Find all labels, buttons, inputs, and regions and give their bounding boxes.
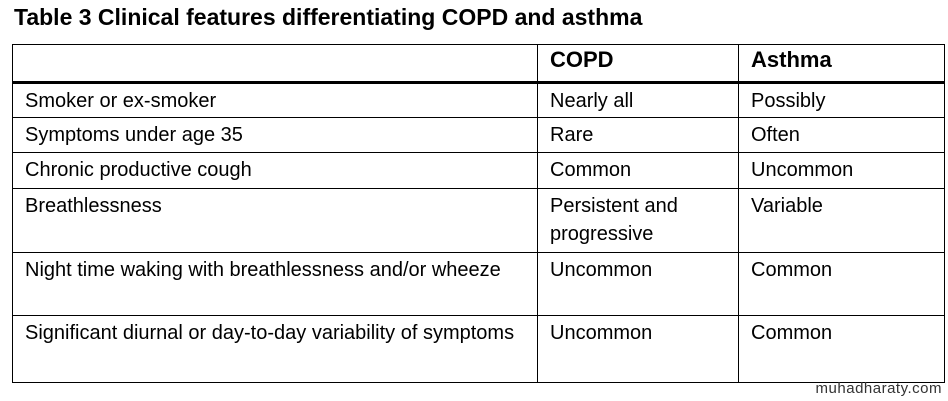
table-cell: Nearly all [537,82,739,118]
table-cell: Breathlessness [12,188,538,253]
table-cell: Significant diurnal or day-to-day variab… [12,315,538,383]
table: COPD Asthma Smoker or ex-smoker Nearly all… [12,44,945,383]
header-cell: Asthma [738,44,945,84]
table-cell: Uncommon [537,315,739,383]
table-cell: Often [738,117,945,153]
table-cell: Uncommon [738,152,945,189]
table-title: Table 3 Clinical features differentiatin… [14,4,643,30]
watermark: muhadharaty.com [815,380,942,397]
table-row: Smoker or ex-smoker Nearly all Possibly [12,82,945,118]
table-cell: Common [738,315,945,383]
table-cell: Chronic productive cough [12,152,538,189]
table-cell: Rare [537,117,739,153]
table-cell: Variable [738,188,945,253]
table-row: Breathlessness Persistent and progressive… [12,188,945,253]
table-cell: Night time waking with breathlessness an… [12,252,538,316]
table-row: Significant diurnal or day-to-day variab… [12,315,945,383]
table-cell: Uncommon [537,252,739,316]
table-row: Symptoms under age 35 Rare Often [12,117,945,153]
table-cell: Common [738,252,945,316]
table-cell: Symptoms under age 35 [12,117,538,153]
header-cell [12,44,538,84]
table-cell: Common [537,152,739,189]
table-cell: Smoker or ex-smoker [12,82,538,118]
table-row: Chronic productive cough Common Uncommon [12,152,945,189]
table-cell: Persistent and progressive [537,188,739,253]
header-cell: COPD [537,44,739,84]
header-row: COPD Asthma [12,44,945,84]
table-cell: Possibly [738,82,945,118]
table-row: Night time waking with breathlessness an… [12,252,945,316]
